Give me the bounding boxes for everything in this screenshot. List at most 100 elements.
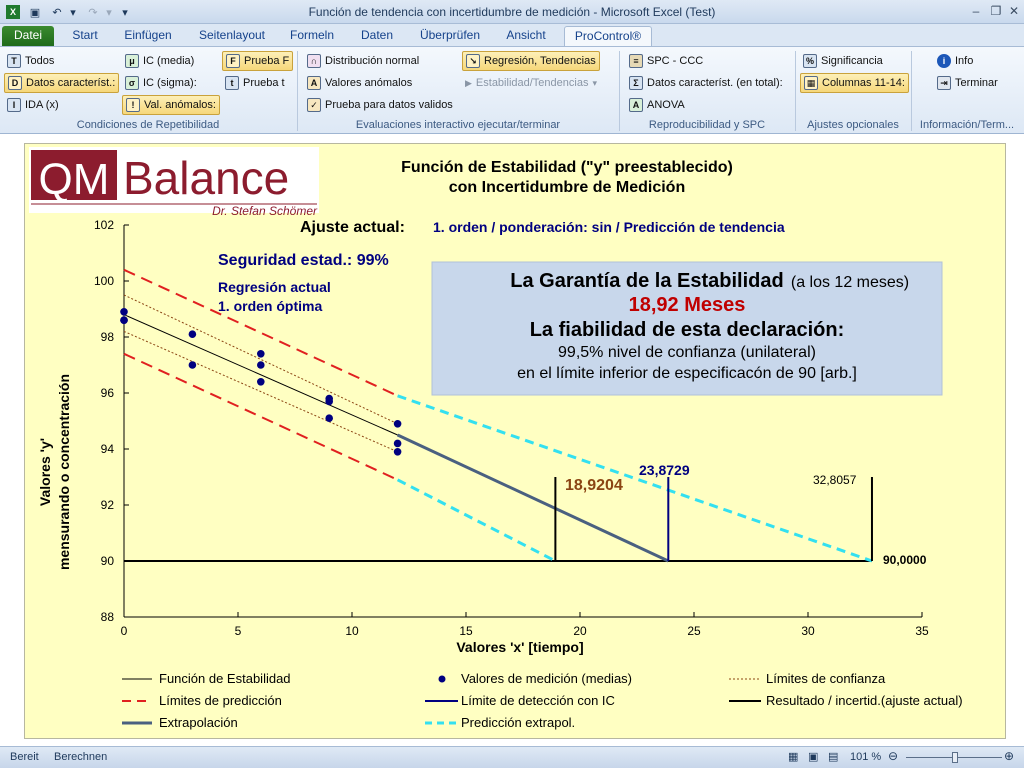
- measurement-point: [120, 308, 128, 316]
- x-tick-label: 10: [345, 624, 359, 638]
- tab-seitenlayout[interactable]: Seitenlayout: [198, 28, 266, 42]
- ic-media-label: IC (media): [143, 55, 195, 67]
- y-tick-label: 94: [101, 442, 115, 456]
- valores-anomalos-label: Valores anómalos: [325, 77, 413, 89]
- datos-total-icon: Σ: [629, 76, 643, 90]
- estabilidad-label: Estabilidad/Tendencias: [475, 77, 589, 89]
- group-label-informacion: Información/Term...: [919, 119, 1015, 131]
- play-icon: ▶: [465, 77, 472, 88]
- measurement-point: [393, 448, 402, 456]
- columnas-label: Columnas 11-14:: [822, 77, 905, 89]
- zoom-in-icon[interactable]: ⊕: [1004, 749, 1015, 763]
- todos-button[interactable]: T Todos: [4, 51, 57, 71]
- tab-datei[interactable]: Datei: [2, 26, 54, 46]
- excel-app-icon[interactable]: X: [4, 3, 22, 21]
- significancia-button[interactable]: % Significancia: [800, 51, 886, 71]
- ajuste-actual-label: Ajuste actual:: [300, 219, 405, 236]
- measurement-point: [325, 397, 334, 406]
- normal-view-icon[interactable]: ▦: [788, 751, 799, 763]
- legend-label-fit: Función de Estabilidad: [159, 671, 291, 686]
- info-icon: i: [937, 54, 951, 68]
- tab-ueberpruefen[interactable]: Überprüfen: [419, 28, 481, 42]
- terminar-button[interactable]: ⇥ Terminar: [934, 73, 1001, 93]
- legend-label-detection: Límite de detección con IC: [461, 693, 615, 708]
- columnas-button[interactable]: ▦ Columnas 11-14:: [800, 73, 909, 93]
- prueba-datos-label: Prueba para datos validos: [325, 99, 453, 111]
- status-calculate[interactable]: Berechnen: [54, 751, 108, 763]
- page-layout-view-icon[interactable]: ▣: [808, 751, 819, 763]
- anova-label: ANOVA: [647, 99, 685, 111]
- customize-quick-access-icon[interactable]: ▾: [122, 6, 128, 19]
- tab-ansicht[interactable]: Ansicht: [506, 28, 546, 42]
- tab-start[interactable]: Start: [72, 28, 98, 42]
- save-icon[interactable]: ▣: [29, 6, 41, 19]
- group-separator: [795, 51, 796, 131]
- x-tick-label: 30: [801, 624, 815, 638]
- zoom-out-icon[interactable]: ⊖: [888, 749, 899, 763]
- tab-einfuegen[interactable]: Einfügen: [124, 28, 172, 42]
- exit-door-icon: ⇥: [937, 76, 951, 90]
- worksheet-area[interactable]: QM Balance Dr. Stefan Schömer Función de…: [0, 134, 1024, 746]
- valores-anomalos-button[interactable]: A Valores anómalos: [304, 73, 415, 93]
- tab-daten[interactable]: Daten: [360, 28, 394, 42]
- val-anomalos-icon: !: [126, 98, 140, 112]
- undo-icon[interactable]: ↶: [52, 6, 62, 19]
- zoom-level[interactable]: 101 %: [850, 751, 882, 763]
- prueba-f-label: Prueba F: [244, 55, 290, 67]
- x-tick-label: 15: [459, 624, 473, 638]
- measurement-point: [188, 361, 197, 369]
- distribucion-normal-button[interactable]: ∩ Distribución normal: [304, 51, 422, 71]
- logo-qm-letters: QM: [39, 155, 110, 204]
- ribbon-tabs: Datei Start Einfügen Seitenlayout Formel…: [0, 24, 1024, 66]
- ida-button[interactable]: I IDA (x): [4, 95, 62, 115]
- regresion-actual-line2: 1. orden óptima: [218, 298, 322, 314]
- title-bar: X ▣ ↶ ▾ ↷ ▾ ▾ Función de tendencia con i…: [0, 0, 1024, 24]
- legend-label-prediction: Límites de predicción: [159, 693, 282, 708]
- estabilidad-tendencias-button[interactable]: ▶ Estabilidad/Tendencias ▾: [462, 73, 600, 93]
- datos-caracteristicos-label: Datos característ.:: [26, 77, 116, 89]
- zoom-slider-handle[interactable]: [952, 752, 958, 763]
- prueba-datos-validos-button[interactable]: ✓ Prueba para datos validos: [304, 95, 456, 115]
- extrapolation-line: [396, 433, 669, 563]
- anova-button[interactable]: A ANOVA: [626, 95, 688, 115]
- redo-dropdown-icon[interactable]: ▾: [106, 6, 112, 19]
- minimize-icon[interactable]: –: [972, 4, 980, 18]
- confidence-upper-line: [123, 294, 398, 425]
- logo-qm-box: [31, 150, 117, 200]
- legend-marker-points: [438, 675, 446, 683]
- undo-dropdown-icon[interactable]: ▾: [70, 6, 76, 19]
- y-axis-label-line2: mensurando o concentración: [56, 374, 72, 570]
- pred-extrapol-lower-line: [396, 478, 557, 563]
- chart-title-line2: con Incertidumbre de Medición: [449, 179, 685, 196]
- x-tick-label: 25: [687, 624, 701, 638]
- tab-formeln[interactable]: Formeln: [289, 28, 334, 42]
- datos-caract-total-button[interactable]: Σ Datos característ. (en total):: [626, 73, 786, 93]
- ic-media-button[interactable]: μ IC (media): [122, 51, 197, 71]
- spc-ccc-button[interactable]: ≡ SPC - CCC: [626, 51, 706, 71]
- chart-area[interactable]: QM Balance Dr. Stefan Schömer Función de…: [24, 143, 1006, 739]
- x-tick-label: 0: [121, 624, 128, 638]
- chart-legend: Función de Estabilidad Valores de medici…: [122, 671, 963, 730]
- regresion-actual-line1: Regresión actual: [218, 279, 331, 295]
- group-separator: [619, 51, 620, 131]
- terminar-label: Terminar: [955, 77, 998, 89]
- restore-icon[interactable]: ❐: [990, 4, 1002, 18]
- prueba-datos-icon: ✓: [307, 98, 321, 112]
- info-button[interactable]: i Info: [934, 51, 976, 71]
- prueba-t-button[interactable]: t Prueba t: [222, 73, 288, 93]
- spec-limit-label: 90,0000: [883, 553, 927, 567]
- regresion-tendencias-button[interactable]: ↘ Regresión, Tendencias: [462, 51, 600, 71]
- valores-anomalos-icon: A: [307, 76, 321, 90]
- prueba-f-button[interactable]: F Prueba F: [222, 51, 294, 71]
- prueba-f-icon: F: [226, 54, 240, 68]
- close-icon[interactable]: ✕: [1008, 4, 1020, 18]
- ic-sigma-button[interactable]: σ IC (sigma):: [122, 73, 200, 93]
- redo-icon[interactable]: ↷: [88, 6, 98, 19]
- page-break-view-icon[interactable]: ▤: [828, 751, 839, 763]
- group-label-evaluaciones: Evaluaciones interactivo ejecutar/termin…: [355, 119, 561, 131]
- y-axis-label-line1: Valores 'y': [37, 438, 53, 506]
- val-anomalos-button[interactable]: ! Val. anómalos:: [122, 95, 220, 115]
- distribucion-label: Distribución normal: [325, 55, 420, 67]
- datos-caracteristicos-button[interactable]: D Datos característ.:: [4, 73, 120, 93]
- tab-procontrol[interactable]: ProControl®: [564, 26, 652, 46]
